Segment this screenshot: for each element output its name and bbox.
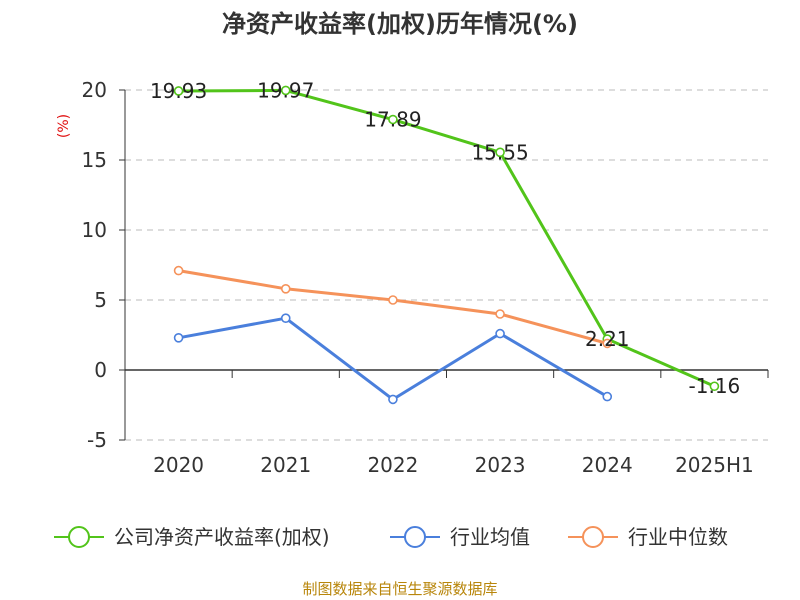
- x-tick-label: 2021: [260, 453, 311, 477]
- chart-title: 净资产收益率(加权)历年情况(%): [222, 10, 578, 38]
- series-line: [178, 88, 716, 388]
- y-tick-label: 15: [82, 148, 107, 172]
- data-point: [280, 313, 291, 324]
- y-tick-label: 10: [82, 218, 107, 242]
- legend-marker: [582, 526, 604, 548]
- data-label: 19.97: [257, 78, 314, 102]
- x-tick-label: 2023: [475, 453, 526, 477]
- data-point: [173, 86, 184, 96]
- y-tick-label: 20: [82, 78, 107, 102]
- series-0: [173, 85, 720, 392]
- data-point: [602, 391, 613, 402]
- legend-label: 公司净资产收益率(加权): [114, 525, 330, 549]
- data-label: -1.16: [689, 374, 741, 398]
- x-tick-label: 2022: [367, 453, 418, 477]
- data-label: 19.93: [150, 79, 207, 103]
- data-point: [602, 338, 613, 349]
- x-tick-label: 2025H1: [675, 453, 754, 477]
- data-label: 2.21: [585, 327, 630, 351]
- legend-item[interactable]: 公司净资产收益率(加权): [54, 525, 330, 549]
- legend[interactable]: 公司净资产收益率(加权) 行业均值 行业中位数: [54, 525, 728, 549]
- x-tick-label: 2020: [153, 453, 204, 477]
- data-point: [388, 295, 398, 305]
- legend-marker: [404, 526, 426, 548]
- data-point: [495, 147, 505, 158]
- data-label: 17.89: [364, 108, 421, 132]
- source-note: 制图数据来自恒生聚源数据库: [302, 580, 497, 598]
- legend-marker: [68, 526, 90, 548]
- series-line: [178, 316, 609, 401]
- series-layer: [173, 85, 720, 405]
- data-point: [173, 332, 184, 343]
- x-tick-label: 2024: [582, 453, 633, 477]
- data-label: 15.55: [471, 140, 528, 164]
- series-line: [178, 269, 608, 345]
- data-point: [495, 309, 505, 319]
- y-axis-unit-label: (%): [56, 114, 72, 138]
- legend-label: 行业均值: [450, 525, 530, 549]
- y-tick-label: 5: [94, 288, 107, 312]
- legend-label: 行业中位数: [628, 525, 728, 549]
- data-point: [280, 283, 291, 294]
- data-point: [173, 265, 184, 276]
- data-point: [280, 85, 291, 96]
- data-point: [388, 114, 398, 125]
- data-point: [709, 381, 720, 392]
- series-1: [173, 313, 613, 405]
- legend-item[interactable]: 行业中位数: [568, 525, 728, 549]
- y-tick-label: -5: [87, 428, 107, 452]
- legend-item[interactable]: 行业均值: [390, 525, 530, 549]
- axes: 20 15 10 5 0 -5 2020 2021 2022 2023 2024 2025H1: [82, 78, 769, 477]
- data-point: [388, 394, 398, 405]
- gridlines: [125, 89, 768, 441]
- data-labels: 19.93 19.97 17.89 15.55 2.21 -1.16: [150, 78, 740, 398]
- data-point: [495, 328, 505, 339]
- y-tick-label: 0: [94, 358, 107, 382]
- series-2: [173, 265, 613, 349]
